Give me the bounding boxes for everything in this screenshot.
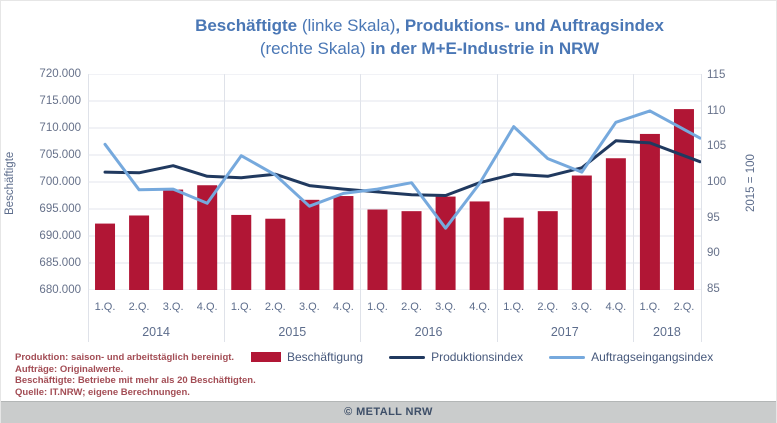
year-label: 2017 [550, 325, 579, 339]
employment-bar [571, 175, 592, 290]
employment-bar [231, 214, 252, 290]
produktionsindex-line [103, 139, 701, 197]
quarter-label: 3.Q. [162, 301, 184, 313]
left-axis-tick-label: 700.000 [39, 176, 81, 188]
employment-bar [367, 209, 388, 290]
quarter-label: 3.Q. [298, 301, 320, 313]
quarter-label: 1.Q. [639, 301, 661, 313]
legend-label: Produktionsindex [431, 350, 524, 364]
legend-label: Auftragseingangsindex [591, 350, 714, 364]
employment-bar [605, 158, 626, 290]
copyright-bar: © METALL NRW [1, 401, 776, 423]
chart-title: Beschäftigte (linke Skala), Produktions-… [91, 14, 768, 60]
footnote-line: Produktion: saison- und arbeitstäglich b… [15, 352, 235, 363]
employment-bar [265, 218, 286, 290]
left-axis-tick-label: 690.000 [39, 230, 81, 242]
chart-title-line2: (rechte Skala) in der M+E-Industrie in N… [91, 37, 768, 60]
legend-line-swatch [389, 355, 426, 359]
employment-bar [503, 217, 524, 290]
year-separator [224, 74, 226, 342]
right-axis-tick-label: 85 [707, 282, 720, 295]
employment-bar [435, 196, 456, 290]
quarter-label: 1.Q. [94, 301, 116, 313]
employment-bar [299, 199, 320, 290]
quarter-label: 1.Q. [503, 301, 525, 313]
year-separator [632, 74, 634, 342]
employment-bar [163, 189, 184, 290]
left-axis-tick-label: 680.000 [39, 284, 81, 296]
quarter-label: 4.Q. [469, 301, 491, 313]
employment-bar [401, 211, 422, 290]
title-segment: Beschäftigte [195, 16, 302, 35]
legend-label: Beschäftigung [287, 350, 364, 364]
left-axis-tick-label: 720.000 [39, 68, 81, 80]
title-segment: (rechte Skala) [259, 39, 371, 58]
title-segment: , Produktions- und Auftragsindex [395, 16, 664, 35]
legend-line-swatch [549, 355, 586, 359]
footnote-line: Quelle: IT.NRW; eigene Berechnungen. [15, 386, 190, 398]
employment-bar [129, 215, 150, 290]
footnotes: Produktion: saison- und arbeitstäglich b… [15, 352, 256, 398]
quarter-label: 2.Q. [128, 301, 150, 313]
quarter-label: 2.Q. [401, 301, 422, 313]
quarter-label: 4.Q. [605, 301, 627, 313]
quarter-label: 4.Q. [333, 301, 354, 313]
quarter-label: 1.Q. [230, 301, 252, 313]
employment-bar [673, 109, 694, 290]
right-axis-tick-label: 90 [707, 247, 720, 260]
quarter-label: 4.Q. [196, 301, 218, 313]
plot-canvas [88, 74, 701, 290]
right-axis-tick-label: 110 [707, 104, 726, 117]
employment-bar [537, 211, 558, 290]
employment-bar [639, 133, 660, 290]
quarter-label: 1.Q. [367, 301, 388, 313]
left-axis-tick-label: 715.000 [39, 95, 81, 107]
right-axis-tick-label: 100 [707, 176, 727, 188]
legend-item-auftragseingangsindex: Auftragseingangsindex [549, 350, 713, 364]
employment-bar [469, 201, 490, 290]
year-separator [496, 74, 498, 342]
right-axis-tick-label: 105 [707, 140, 727, 153]
left-axis-tick-label: 705.000 [39, 149, 81, 161]
year-label: 2014 [142, 325, 171, 339]
year-label: 2015 [278, 325, 307, 339]
quarter-label: 2.Q. [673, 301, 695, 313]
chart-legend: Beschäftigung Produktionsindex Auftragse… [251, 350, 713, 364]
title-segment: in der M+E-Industrie in NRW [370, 39, 600, 58]
year-separator [88, 74, 89, 342]
year-label: 2018 [653, 325, 681, 339]
quarter-label: 2.Q. [264, 301, 286, 313]
quarter-label: 3.Q. [435, 301, 456, 313]
right-axis-tick-label: 95 [707, 211, 720, 224]
title-segment: (linke Skala) [301, 16, 396, 35]
employment-bar [333, 196, 354, 290]
year-separator [701, 74, 702, 342]
quarter-label: 3.Q. [571, 301, 593, 313]
footnote-line: Aufträge: Originalwerte. [15, 363, 124, 375]
left-axis-tick-label: 695.000 [39, 203, 81, 215]
legend-bar-swatch [251, 352, 281, 362]
footnote-line: Beschäftigte: Betriebe mit mehr als 20 B… [15, 375, 256, 386]
year-separator [360, 74, 362, 342]
legend-item-beschaeftigung: Beschäftigung [251, 350, 363, 364]
right-axis-tick-label: 115 [707, 69, 726, 82]
left-axis-tick-label: 685.000 [39, 257, 81, 269]
left-axis-tick-label: 710.000 [39, 122, 81, 134]
year-label: 2016 [414, 325, 443, 339]
employment-bar [95, 223, 116, 290]
employment-bar [197, 185, 218, 290]
quarter-label: 2.Q. [537, 301, 559, 313]
chart-title-line1: Beschäftigte (linke Skala), Produktions-… [91, 14, 768, 37]
auftragseingangsindex-line [103, 109, 701, 230]
legend-item-produktionsindex: Produktionsindex [389, 350, 523, 364]
